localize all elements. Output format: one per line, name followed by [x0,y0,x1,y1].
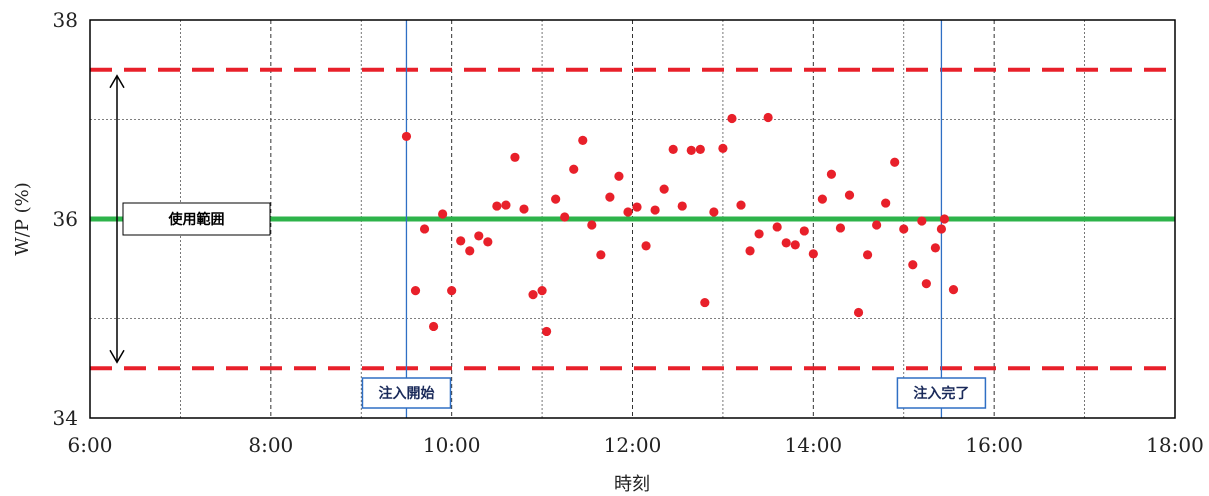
data-point [736,200,746,210]
data-point [650,205,660,215]
event-label: 注入完了 [913,385,969,402]
data-point [537,286,547,296]
y-tick-labels: 34 36 38 [53,8,78,430]
data-point [483,237,493,247]
x-tick-label: 8:00 [248,433,293,457]
data-points [401,112,959,337]
range-label-box [122,202,271,236]
data-point [677,201,687,211]
event-label-box [896,377,987,409]
data-point [930,243,940,253]
data-point [578,135,588,145]
x-tick-label: 18:00 [1146,433,1204,457]
range-arrow-head-bottom [109,349,125,364]
data-point [659,184,669,194]
event-label: 注入開始 [378,385,434,402]
data-point [668,144,678,154]
data-point [419,224,430,234]
x-axis-label: 時刻 [614,474,650,495]
data-point [587,220,597,230]
data-point [401,131,412,142]
data-point [826,169,837,179]
x-tick-labels: 6:00 8:00 10:00 12:00 14:00 16:00 18:00 [68,433,1204,457]
data-point [718,143,728,153]
data-point [438,209,448,219]
data-point [614,171,624,181]
data-point [917,216,927,226]
event-labels: 注入開始 注入完了 [361,377,987,409]
data-point [596,250,606,260]
data-point [890,157,900,167]
range-annotation: 使用範囲 [109,74,271,364]
data-point [447,286,457,296]
data-point [700,297,710,308]
y-tick-label: 38 [53,8,78,32]
data-point [808,249,818,259]
data-point [817,194,827,204]
data-point [709,207,719,217]
data-point [632,202,642,212]
data-point [428,321,439,332]
x-tick-label: 6:00 [68,433,113,457]
data-point [790,240,800,250]
data-point [745,246,755,256]
data-point [772,222,782,232]
data-point [623,207,633,217]
data-point [881,198,891,208]
x-tick-label: 12:00 [604,433,662,457]
data-point [835,223,846,233]
data-point [948,285,959,295]
data-point [853,307,864,318]
data-point [510,152,520,162]
event-label-box [361,377,452,409]
data-point [605,192,615,202]
x-tick-label: 14:00 [785,433,843,457]
reference-lines [90,67,1175,371]
data-point [908,260,918,270]
plot-frame [89,19,1176,419]
data-point [763,112,773,123]
data-point [799,226,809,236]
range-label: 使用範囲 [168,211,225,228]
data-point [456,236,466,246]
data-point [551,194,561,204]
data-point [686,145,696,155]
data-point [754,229,764,239]
data-point [781,238,791,248]
data-point [727,113,737,124]
data-point [939,214,950,224]
data-point [936,224,947,234]
data-point [560,212,570,222]
data-point [862,250,873,260]
data-point [569,164,579,174]
data-point [641,241,651,251]
data-point [844,190,855,200]
x-tick-label: 10:00 [423,433,481,457]
range-arrow-head-top [109,74,125,89]
data-point [519,204,529,214]
data-point [872,220,882,230]
data-point [465,246,475,256]
data-point [899,224,909,234]
data-point [492,201,502,211]
y-axis-label: W/P (%) [12,182,33,256]
data-point [921,279,931,289]
data-point [695,144,705,154]
y-tick-label: 36 [53,207,78,231]
data-point [501,200,511,210]
x-tick-label: 16:00 [965,433,1023,457]
data-point [528,290,538,300]
data-point [542,326,552,337]
data-point [410,286,421,296]
y-tick-label: 34 [53,406,78,430]
data-point [474,231,484,241]
